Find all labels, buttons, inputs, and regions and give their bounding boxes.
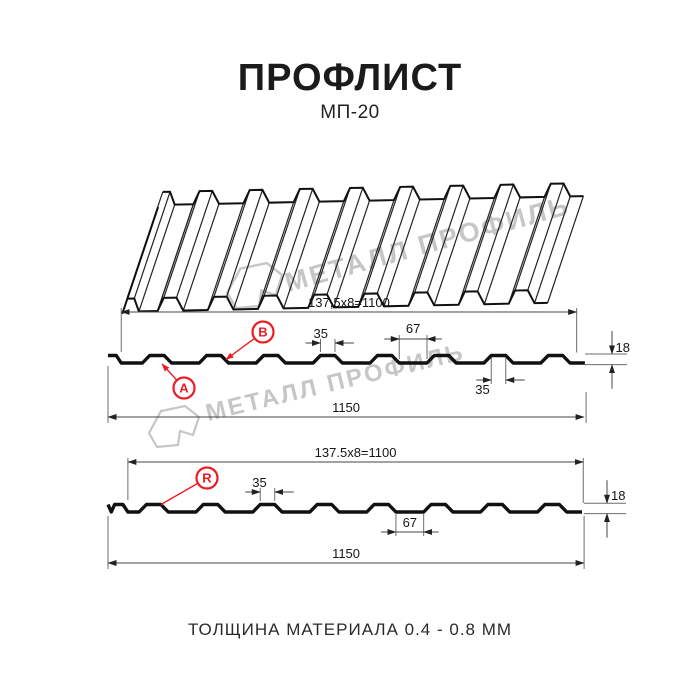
callout-circle-B	[251, 320, 275, 344]
dimension-text: 18	[611, 488, 625, 503]
dimension-text: 137.5x8=1100	[315, 445, 397, 460]
callout-circle-A	[172, 376, 196, 400]
profile-outline-top	[108, 353, 585, 365]
callout-letter-R: R	[202, 471, 212, 486]
dimension-text: 67	[406, 321, 420, 336]
profile-outline-bottom	[106, 502, 582, 514]
dimension-text: 1150	[332, 400, 360, 415]
sheet-near-edge	[126, 289, 548, 313]
watermark-text: МЕТАЛЛ ПРОФИЛЬ	[282, 190, 574, 298]
dimension-text: 35	[252, 475, 266, 490]
dimension-text: 35	[313, 326, 327, 341]
profile-model-subtitle: МП-20	[320, 102, 380, 123]
metall-profil-logo-icon	[147, 404, 201, 449]
page-title: ПРОФЛИСТ	[237, 57, 463, 99]
dimension-text: 1150	[332, 546, 360, 561]
perspective-sheet-view	[121, 182, 584, 315]
callout-letter-B: B	[258, 325, 267, 340]
dimension-text: 67	[403, 515, 417, 530]
material-thickness-note: ТОЛЩИНА МАТЕРИАЛА 0.4 - 0.8 ММ	[187, 620, 513, 639]
dimension-text: 18	[616, 340, 630, 355]
cross-section-bottom: 137.5x8=1100 1150 35 67 18 R	[106, 445, 626, 569]
cross-section-top: 137,5x8=1100 1150 35 67 35 18 A B	[107, 295, 630, 423]
dimension-text: 137,5x8=1100	[308, 295, 390, 310]
sheet-far-edge	[162, 182, 584, 206]
dimension-text: 35	[475, 382, 489, 397]
watermark-metall-profil-2: МЕТАЛЛ ПРОФИЛЬ	[147, 339, 468, 449]
callout-circle-R	[195, 466, 219, 490]
callout-letter-A: A	[179, 381, 189, 396]
